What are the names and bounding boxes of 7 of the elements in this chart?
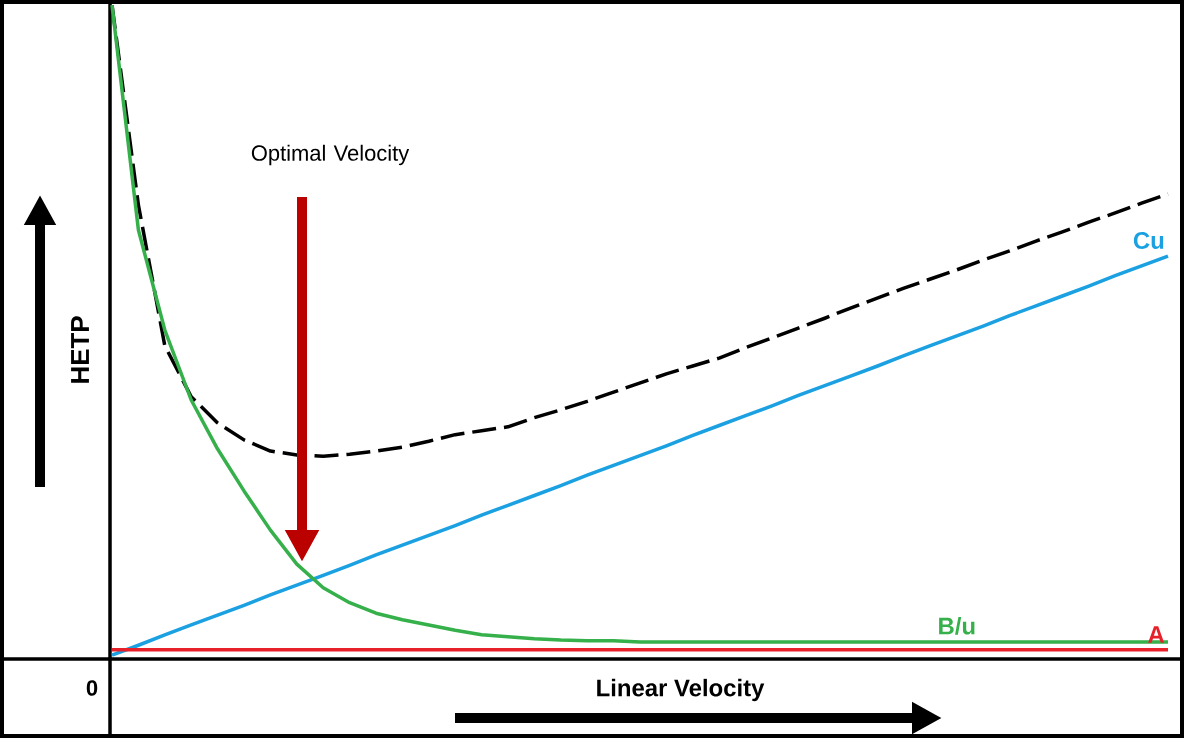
x-axis-title: Linear Velocity (597, 678, 765, 702)
text: 0 (86, 680, 98, 696)
series-label: A (1148, 626, 1165, 643)
series-label: Cu (1133, 232, 1164, 249)
y-axis-title: HETP (71, 316, 89, 383)
series-label: B/u (939, 616, 975, 635)
annotation: Optimal Velocity (251, 144, 410, 166)
